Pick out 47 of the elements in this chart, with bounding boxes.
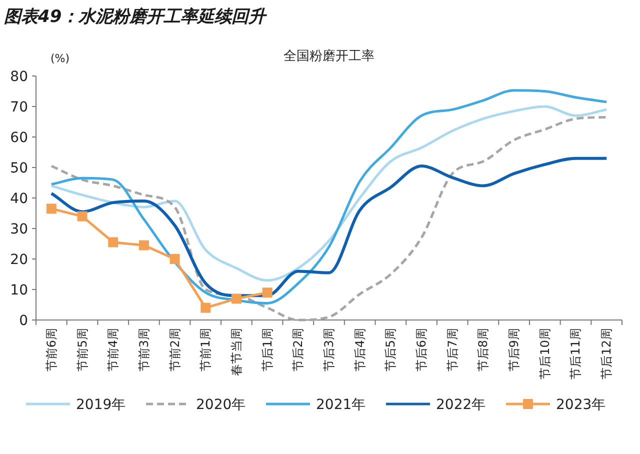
x-tick-label: 节后2周	[291, 328, 306, 372]
x-tick-label: 节后5周	[384, 328, 398, 372]
y-tick-label: 50	[10, 160, 28, 176]
x-tick-label: 节后7周	[445, 328, 460, 372]
x-tick-label: 节后3周	[322, 328, 336, 372]
point	[262, 288, 272, 298]
point	[231, 294, 242, 304]
legend-label: 2023年	[556, 397, 606, 413]
x-tick-label: 节前4周	[106, 328, 120, 372]
line-series	[50, 105, 608, 282]
line-series	[50, 116, 608, 322]
legend-label: 2021年	[316, 397, 366, 413]
point	[108, 237, 118, 248]
y-tick-label: 30	[10, 222, 28, 238]
y-tick-label: 80	[10, 69, 28, 85]
x-tick-label: 节前2周	[168, 328, 182, 372]
x-tick-label: 节前6周	[44, 328, 58, 372]
chart-subtitle: 全国粉磨开工率	[284, 48, 374, 64]
x-tick-label: 节后1周	[260, 328, 274, 372]
x-tick-label: 节前3周	[136, 328, 151, 372]
x-tick-label: 节后6周	[414, 328, 429, 372]
point	[138, 240, 149, 250]
y-tick-label: 40	[10, 191, 28, 207]
x-tick-label: 节后10周	[538, 328, 552, 380]
legend-label: 2020年	[196, 397, 246, 413]
x-tick-label: 节前5周	[75, 328, 90, 372]
y-tick-label: 0	[19, 313, 28, 329]
legend-label: 2019年	[76, 397, 126, 413]
point	[77, 211, 88, 222]
y-axis-title: (%)	[50, 52, 70, 65]
x-tick-label: 节后4周	[352, 328, 367, 372]
line-series	[50, 89, 608, 304]
point	[170, 254, 180, 264]
y-tick-label: 70	[10, 100, 28, 116]
point	[46, 204, 56, 214]
legend-label: 2022年	[436, 397, 486, 413]
y-tick-label: 60	[10, 130, 28, 146]
x-tick-label: 节后9周	[507, 328, 522, 372]
y-tick-label: 10	[10, 282, 28, 298]
x-tick-label: 节后11周	[568, 328, 583, 380]
chart-title: 图表49：水泥粉磨开工率延续回升	[4, 7, 268, 27]
y-tick-label: 20	[10, 252, 28, 268]
x-tick-label: 节前1周	[198, 328, 213, 372]
x-tick-label: 节后12周	[600, 328, 614, 380]
x-tick-label: 春节当周	[229, 328, 244, 376]
x-tick-label: 节后8周	[476, 328, 490, 372]
point	[200, 302, 211, 313]
